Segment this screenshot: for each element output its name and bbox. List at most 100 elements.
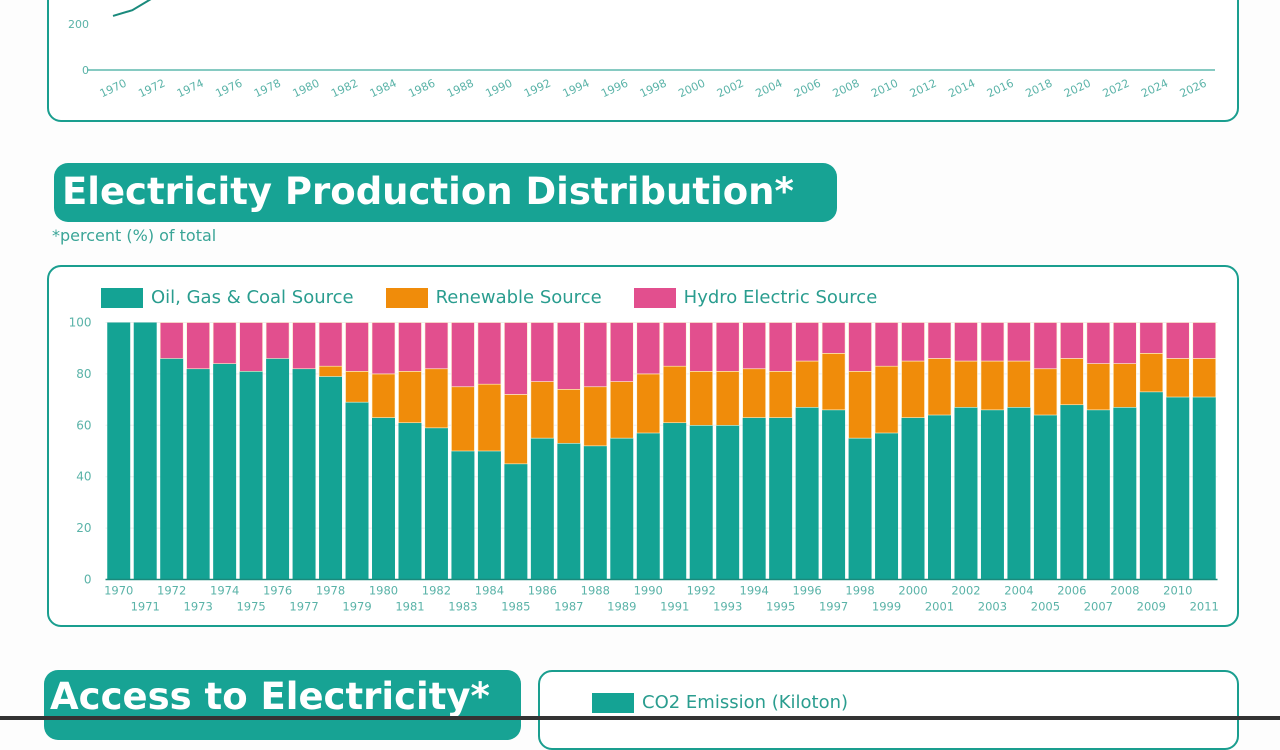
bar-segment-fossil-2001 [927, 414, 951, 579]
legend-item-fossil[interactable]: Oil, Gas & Coal Source [101, 287, 354, 308]
video-progress-bar[interactable] [0, 716, 1280, 720]
distribution-bar-chart: 0 20 40 60 80 100 1970 1971 1972 1973 1974 1975 1976… [68, 315, 1218, 613]
bar-segment-fossil-2010 [1165, 396, 1189, 579]
x-tick-label: 1991 [660, 599, 689, 613]
x-tick-label: 1995 [766, 599, 795, 613]
bar-segment-renewable-1993 [715, 370, 739, 426]
x-tick-label: 2012 [907, 76, 938, 100]
y-tick-label: 0 [82, 64, 89, 77]
x-tick-label: 1985 [501, 599, 530, 613]
bar-segment-hydro-1977 [291, 321, 316, 369]
x-tick-label: 1997 [818, 599, 847, 613]
bar-segment-hydro-2004 [1006, 321, 1031, 361]
bar-segment-fossil-2003 [980, 409, 1004, 579]
x-tick-label: 1980 [290, 76, 321, 100]
bar-segment-hydro-1975 [238, 321, 263, 372]
bar-segment-hydro-2005 [1033, 321, 1057, 369]
bar-segment-fossil-1978 [318, 375, 342, 579]
x-tick-label: 1974 [174, 76, 205, 100]
x-tick-label: 1984 [474, 583, 503, 597]
bar-segment-hydro-1973 [185, 321, 210, 369]
distribution-chart-card: Oil, Gas & Coal Source Renewable Source … [47, 265, 1239, 627]
bar-segment-fossil-1979 [345, 401, 369, 579]
access-title-banner: Access to Electricity* [44, 670, 521, 740]
bar-segment-renewable-1988 [583, 385, 607, 446]
bar-segment-fossil-2000 [901, 417, 925, 579]
x-tick-label: 1986 [527, 583, 556, 597]
bar-segment-hydro-2007 [1086, 321, 1110, 364]
x-tick-label: 1987 [554, 599, 583, 613]
bar-segment-renewable-1981 [397, 370, 422, 423]
x-tick-label: 2004 [1004, 583, 1033, 597]
x-tick-label: 1992 [686, 583, 715, 597]
bar-segment-hydro-1984 [477, 321, 501, 384]
bar-segment-fossil-1995 [768, 417, 792, 579]
bar-segment-hydro-2011 [1191, 321, 1216, 359]
bar-segment-hydro-1982 [424, 321, 448, 369]
bar-segment-renewable-1978 [318, 365, 342, 377]
bar-segment-hydro-1974 [212, 321, 236, 364]
bar-segment-renewable-1983 [450, 385, 475, 451]
x-tick-label: 1978 [252, 76, 283, 100]
bar-segment-hydro-1991 [662, 321, 687, 366]
bar-segment-hydro-2009 [1139, 321, 1163, 354]
bar-segment-fossil-1980 [371, 417, 395, 579]
y-tick-label: 100 [68, 315, 91, 329]
bar-segment-hydro-1978 [318, 321, 342, 366]
legend-item-hydro[interactable]: Hydro Electric Source [633, 287, 877, 308]
bar-segment-fossil-1999 [874, 432, 898, 579]
top-chart-card: 0 200 1970 1972 1974 1976 1978 1980 1982 1984 1986… [47, 0, 1239, 122]
legend-label-fossil: Oil, Gas & Coal Source [151, 287, 354, 308]
x-tick-label: 1990 [633, 583, 662, 597]
bar-segment-renewable-1985 [503, 393, 528, 464]
bar-segment-hydro-1993 [715, 321, 739, 372]
bar-segment-hydro-2000 [900, 321, 925, 361]
x-tick-label: 1996 [599, 76, 630, 100]
bar-segment-renewable-2000 [900, 360, 925, 418]
bar-segment-fossil-1976 [265, 357, 289, 579]
bar-segment-fossil-1984 [477, 450, 501, 579]
x-tick-label: 2020 [1062, 76, 1093, 100]
x-tick-label: 2007 [1083, 599, 1112, 613]
x-tick-label: 1972 [157, 583, 186, 597]
x-tick-label: 1974 [210, 583, 239, 597]
bar-segment-fossil-1982 [424, 427, 448, 579]
bar-segment-renewable-1995 [768, 370, 792, 418]
legend-swatch-fossil [101, 287, 143, 308]
distribution-title: Electricity Production Distribution* [62, 170, 794, 213]
bar-segment-hydro-1985 [503, 321, 528, 395]
bar-segment-fossil-1971 [133, 322, 157, 579]
access-title: Access to Electricity* [50, 675, 490, 718]
x-tick-label: 1982 [329, 76, 360, 100]
bar-segment-renewable-2010 [1165, 357, 1190, 397]
x-tick-label: 1994 [560, 76, 591, 100]
bar-segment-renewable-1982 [424, 367, 448, 428]
bar-segment-renewable-1986 [530, 380, 554, 438]
y-tick-label: 60 [76, 418, 91, 432]
bar-segment-renewable-2007 [1086, 362, 1110, 410]
x-tick-label: 2026 [1177, 76, 1208, 100]
bar-segment-hydro-1996 [794, 321, 819, 361]
bar-segment-fossil-1972 [159, 357, 183, 579]
bar-segment-hydro-1995 [768, 321, 792, 372]
y-tick-label: 80 [76, 366, 91, 380]
co2-legend[interactable]: CO2 Emission (Kiloton) [592, 692, 848, 713]
bar-segment-hydro-1994 [741, 321, 766, 369]
bar-segment-fossil-2009 [1139, 391, 1163, 579]
x-tick-label: 1981 [395, 599, 424, 613]
x-tick-label: 1973 [183, 599, 212, 613]
bar-segment-renewable-2001 [927, 357, 951, 415]
bar-segment-fossil-1970 [106, 322, 130, 579]
x-tick-label: 1983 [448, 599, 477, 613]
x-tick-label: 2002 [951, 583, 980, 597]
bar-segment-hydro-1972 [159, 321, 183, 359]
x-tick-label: 2008 [1110, 583, 1139, 597]
legend-item-renewable[interactable]: Renewable Source [385, 287, 602, 308]
bar-segment-renewable-2008 [1112, 362, 1137, 408]
bar-segment-fossil-1987 [556, 442, 580, 579]
bar-segment-fossil-1989 [609, 437, 633, 579]
bar-segment-hydro-1998 [847, 321, 872, 372]
y-tick-label: 0 [83, 572, 91, 586]
legend-swatch-hydro [633, 287, 676, 308]
bar-segment-fossil-2002 [953, 406, 977, 579]
